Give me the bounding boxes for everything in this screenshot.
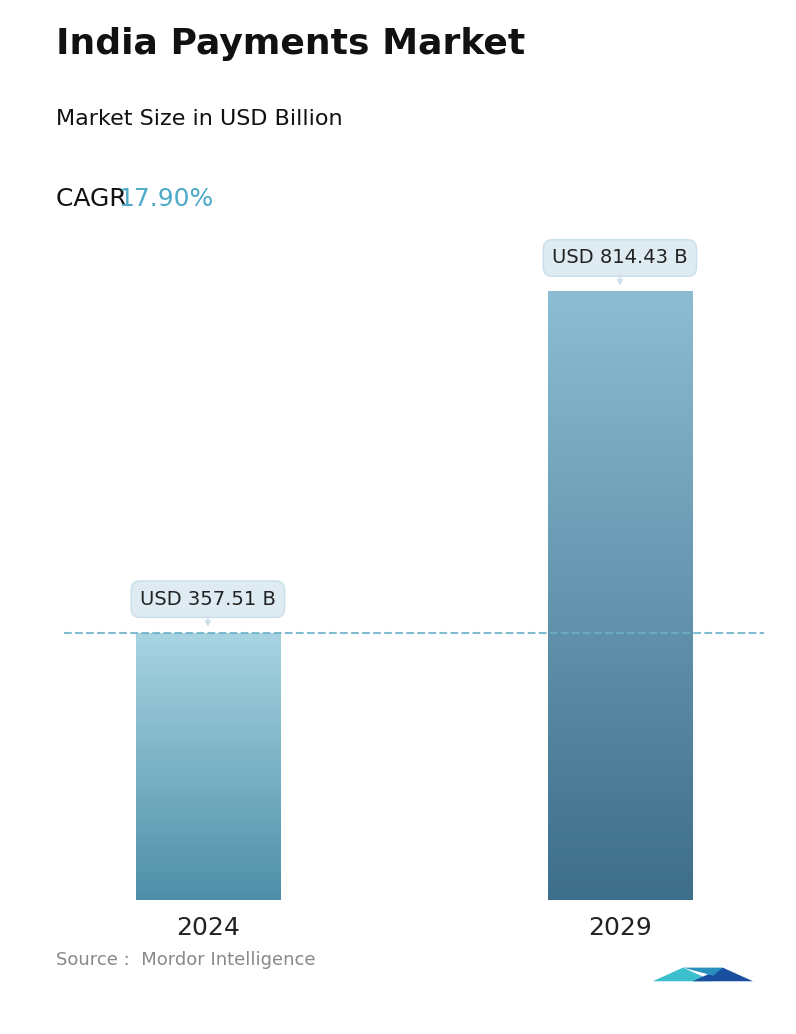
Polygon shape xyxy=(683,968,723,976)
Polygon shape xyxy=(693,968,753,981)
Polygon shape xyxy=(653,968,713,981)
Text: CAGR: CAGR xyxy=(56,186,135,211)
Text: USD 814.43 B: USD 814.43 B xyxy=(552,248,688,268)
Text: 17.90%: 17.90% xyxy=(118,186,213,211)
Text: USD 357.51 B: USD 357.51 B xyxy=(140,589,276,609)
Text: Market Size in USD Billion: Market Size in USD Billion xyxy=(56,110,342,129)
Text: Source :  Mordor Intelligence: Source : Mordor Intelligence xyxy=(56,950,315,969)
Text: India Payments Market: India Payments Market xyxy=(56,27,525,61)
